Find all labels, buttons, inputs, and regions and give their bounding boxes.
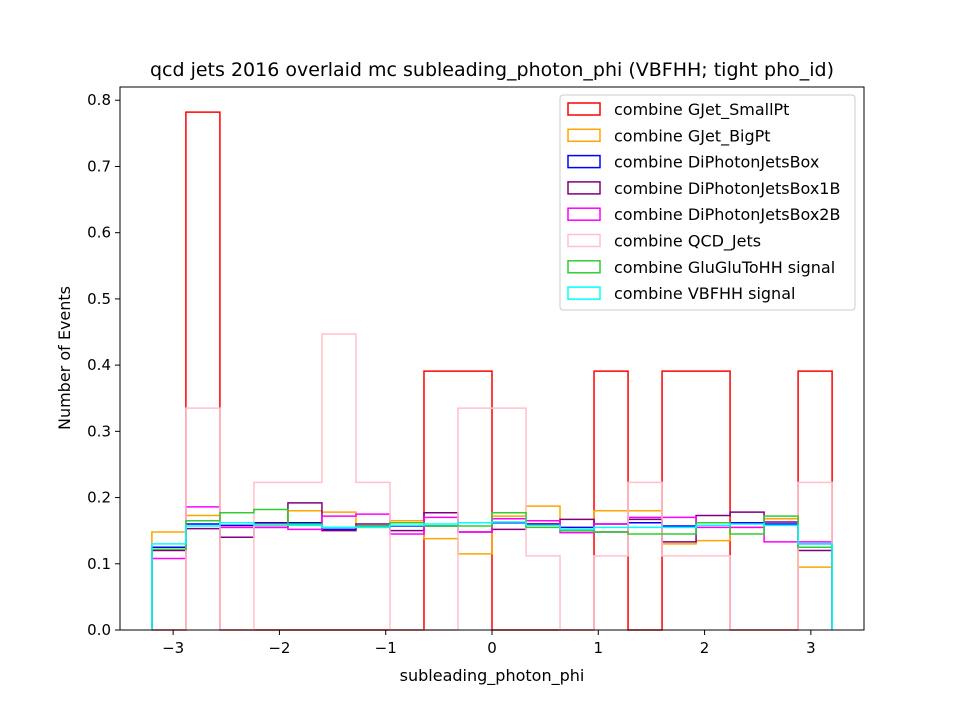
x-tick-label: 2 [700,639,710,657]
y-tick-label: 0.0 [87,621,111,639]
y-tick-label: 0.6 [87,224,111,242]
y-tick-label: 0.1 [87,555,111,573]
series-line-7 [151,521,833,630]
y-tick-label: 0.7 [87,157,111,175]
chart-title: qcd jets 2016 overlaid mc subleading_pho… [150,59,834,81]
legend-label-2: combine DiPhotonJetsBox [614,153,819,172]
legend-frame [559,94,856,311]
legend-label-6: combine GluGluToHH signal [614,258,835,277]
axis-ticks: −3 −2 −1 0 1 2 3 0.0 0.1 0.2 0.3 0.4 0.5 0.6 0.7 0.8 [87,91,815,657]
x-tick-label: 3 [806,639,816,657]
legend-label-7: combine VBFHH signal [614,284,795,303]
legend-swatch-6 [567,260,601,274]
plot-frame [119,86,865,631]
x-tick-label: −1 [375,639,397,657]
y-tick-label: 0.3 [87,422,111,440]
y-tick-label: 0.8 [87,91,111,109]
series-line-5 [151,333,833,631]
y-axis-label: Number of Events [55,286,74,430]
x-axis-label: subleading_photon_phi [400,666,585,686]
legend-swatch-1 [567,128,601,143]
y-tick-label: 0.4 [87,356,111,374]
legend-label-4: combine DiPhotonJetsBox2B [614,205,840,224]
legend-swatch-7 [567,286,601,300]
legend-swatch-2 [567,154,601,169]
x-tick-label: −2 [268,639,290,657]
series-line-6 [151,508,833,630]
legend-swatch-3 [567,181,601,195]
legend-swatch-5 [567,233,601,248]
y-tick-label: 0.5 [87,290,111,308]
x-tick-label: 0 [487,639,497,657]
x-tick-label: 1 [594,639,604,657]
legend-swatch-0 [567,102,601,116]
y-tick-label: 0.2 [87,489,111,507]
legend-label-0: combine GJet_SmallPt [614,100,789,120]
x-tick-label: −3 [162,639,184,657]
legend-label-5: combine QCD_Jets [614,232,761,252]
legend-swatch-4 [567,207,601,221]
legend-label-3: combine DiPhotonJetsBox1B [614,179,840,198]
legend-label-1: combine GJet_BigPt [614,126,771,146]
